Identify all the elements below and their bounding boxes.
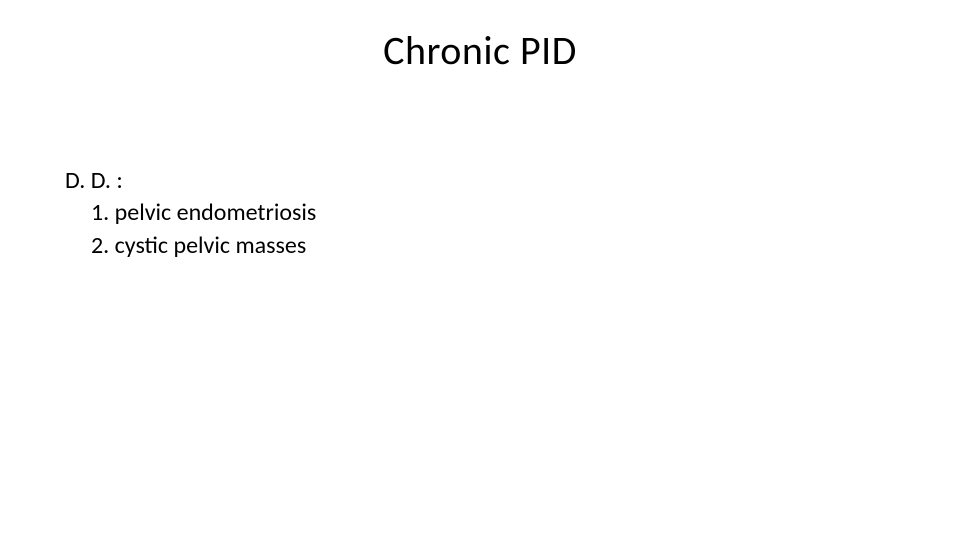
section-label: D. D. :	[65, 165, 316, 197]
slide-container: Chronic PID D. D. : 1. pelvic endometrio…	[0, 0, 960, 540]
slide-body: D. D. : 1. pelvic endometriosis 2. cysti…	[65, 165, 316, 262]
list-item: 2. cystic pelvic masses	[65, 230, 316, 262]
list-item: 1. pelvic endometriosis	[65, 197, 316, 229]
slide-title: Chronic PID	[0, 0, 960, 75]
